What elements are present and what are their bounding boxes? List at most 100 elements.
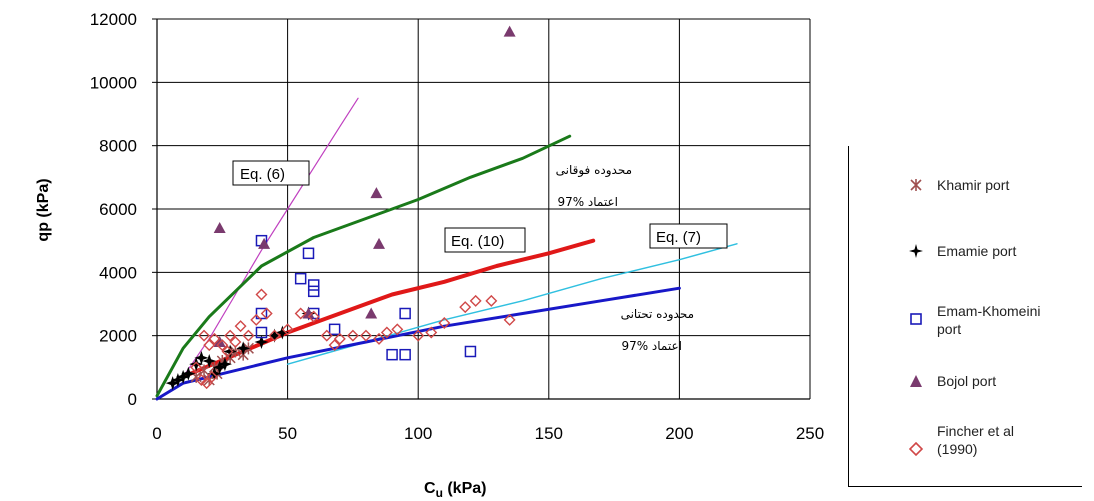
data-point-diamond: [203, 339, 216, 352]
data-point-star: [267, 328, 282, 343]
data-point-square: [307, 279, 320, 291]
x-tick-label: 100: [404, 424, 432, 443]
data-point-star: [176, 369, 191, 384]
data-point-star: [202, 354, 217, 368]
y-tick-label: 2000: [99, 327, 137, 346]
legend-label: Emam-Khomeini port: [937, 303, 1041, 337]
data-point-star: [181, 366, 196, 381]
data-point-square: [255, 307, 268, 320]
legend-item-khamir: Khamir port: [849, 166, 1082, 226]
y-tick-label: 8000: [99, 137, 137, 156]
data-point-diamond: [250, 313, 263, 326]
y-tick-label: 0: [128, 390, 137, 409]
data-point-square: [294, 272, 307, 285]
data-point-diamond: [229, 336, 242, 348]
triangle-marker-icon: [910, 375, 922, 387]
data-point-star: [223, 344, 238, 359]
data-point-diamond: [221, 345, 234, 358]
data-point-square: [302, 247, 315, 260]
curve-line: [155, 134, 572, 398]
data-point-diamond: [380, 326, 393, 339]
data-point-star: [170, 373, 185, 387]
data-point-diamond: [391, 323, 404, 336]
data-point-diamond: [260, 307, 273, 320]
eq10-box: [444, 227, 526, 253]
data-point-diamond: [205, 370, 218, 383]
data-point-diamond: [255, 288, 268, 301]
data-point-star: [217, 357, 232, 372]
data-point-diamond: [200, 377, 213, 390]
data-point-diamond: [459, 301, 472, 314]
eq10-label: Eq. (10): [451, 233, 504, 250]
y-tick-label: 4000: [99, 263, 137, 282]
data-point-diamond: [469, 294, 482, 307]
data-point-diamond: [328, 339, 341, 352]
x-axis-title-sub: u: [436, 486, 443, 500]
data-point-diamond: [224, 329, 237, 342]
x-tick-label: 150: [535, 424, 563, 443]
data-point-triangle: [302, 307, 315, 319]
legend-label: Khamir port: [937, 177, 1010, 193]
data-point-diamond: [195, 374, 208, 386]
data-point-square: [307, 285, 320, 298]
lower-bound-sublabel: اعتماد %97: [621, 339, 682, 353]
y-axis-title: qp (kPa): [35, 178, 52, 241]
legend: Khamir port Emamie port Emam-Khomeini po…: [848, 146, 1082, 487]
data-point-triangle: [370, 187, 383, 199]
data-point-diamond: [281, 323, 294, 336]
data-point-diamond: [412, 329, 425, 342]
data-point-diamond: [333, 332, 346, 345]
x-tick-label: 200: [665, 424, 693, 443]
data-point-star: [189, 357, 204, 372]
data-point-square: [399, 348, 411, 361]
lower-bound-label: محدوده تحتانی: [621, 307, 694, 322]
curve-line: [182, 97, 359, 378]
legend-label: Bojol port: [937, 373, 997, 389]
upper-bound-sublabel: اعتماد %97: [557, 195, 618, 209]
x-tick-label: 250: [796, 424, 824, 443]
data-point-star: [194, 350, 209, 365]
data-points: [165, 25, 516, 391]
annotations: Eq. (6) Eq. (10) Eq. (7) محدوده فوقانی ا…: [232, 160, 728, 353]
data-point-triangle: [258, 237, 271, 249]
data-point-diamond: [346, 329, 359, 342]
data-point-diamond: [208, 332, 221, 345]
eq7-box: [649, 223, 728, 249]
data-point-star: [212, 360, 227, 375]
asterisk-marker-icon: [910, 179, 922, 191]
data-point-diamond: [294, 307, 307, 320]
data-point-square: [328, 323, 341, 336]
data-point-triangle: [213, 336, 226, 347]
data-point-square: [464, 345, 477, 358]
x-axis-title: Cu (kPa): [424, 480, 486, 500]
data-point-diamond: [485, 294, 498, 307]
data-point-diamond: [242, 329, 255, 342]
x-tick-label: 50: [278, 424, 297, 443]
curve-line: [181, 238, 596, 379]
legend-item-bojol: Bojol port: [849, 368, 1082, 428]
data-point-diamond: [234, 320, 247, 333]
data-point-square: [386, 348, 398, 361]
legend-label: Fincher et al (1990): [937, 423, 1015, 457]
x-axis-title-unit: (kPa): [443, 480, 487, 497]
data-point-square: [399, 307, 411, 320]
data-point-diamond: [425, 326, 438, 339]
legend-item-emam-khomeini: Emam-Khomeini port: [849, 296, 1082, 356]
data-point-diamond: [320, 329, 333, 342]
legend-item-emamie: Emamie port: [849, 234, 1082, 294]
data-point-diamond: [503, 313, 516, 326]
eq7-label: Eq. (7): [656, 229, 701, 246]
x-tick-label: 0: [152, 424, 161, 443]
y-tick-label: 12000: [90, 10, 137, 29]
tick-labels: 0 2000 4000 6000 8000 10000 12000 0 50 100 150 200 2…: [90, 10, 824, 443]
data-point-triangle: [365, 307, 378, 319]
y-tick-label: 6000: [99, 200, 137, 219]
eq6-box: [232, 160, 310, 186]
x-axis-title-main: C: [424, 480, 436, 497]
data-point-triangle: [373, 237, 386, 249]
data-point-diamond: [373, 332, 386, 345]
data-point-diamond: [359, 329, 372, 342]
data-point-star: [275, 325, 290, 340]
data-point-diamond: [190, 361, 203, 374]
